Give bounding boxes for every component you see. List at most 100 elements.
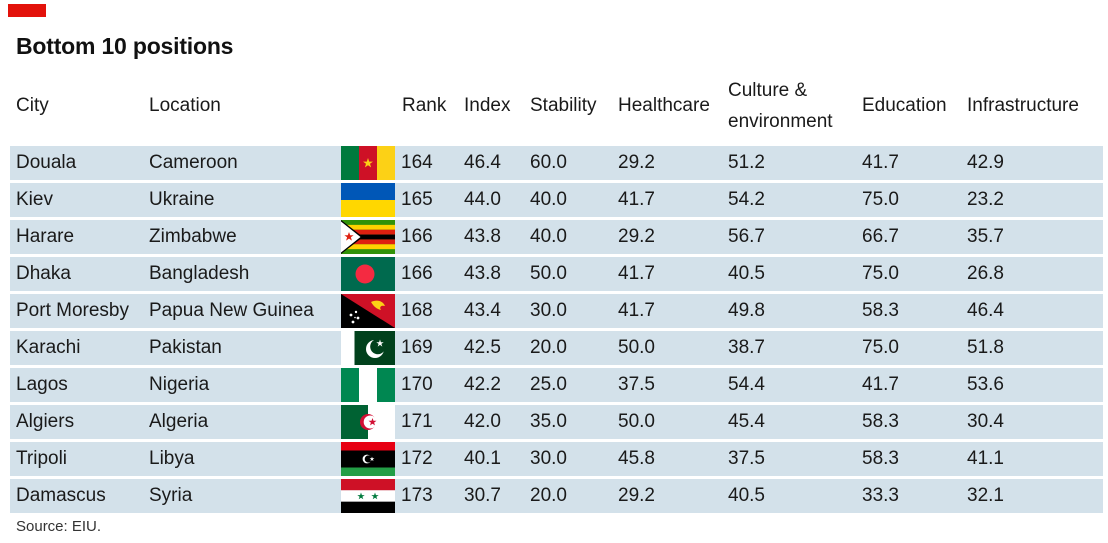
table-row xyxy=(10,368,1103,402)
cell-index: 42.0 xyxy=(464,411,501,432)
cell-culture-environment: 38.7 xyxy=(728,337,765,358)
syria-flag xyxy=(341,479,395,513)
cell-index: 43.4 xyxy=(464,300,501,321)
nigeria-flag xyxy=(341,368,395,402)
cell-rank: 170 xyxy=(401,374,433,395)
header-culture-line2: environment xyxy=(728,111,833,132)
cell-rank: 166 xyxy=(401,226,433,247)
cell-city: Damascus xyxy=(16,485,106,506)
cell-rank: 173 xyxy=(401,485,433,506)
header-infrastructure: Infrastructure xyxy=(967,95,1079,116)
cell-culture-environment: 49.8 xyxy=(728,300,765,321)
cell-location: Algeria xyxy=(149,411,209,432)
cell-city: Port Moresby xyxy=(16,300,129,321)
cell-city: Dhaka xyxy=(16,263,71,284)
cell-education: 41.7 xyxy=(862,152,899,173)
cell-healthcare: 41.7 xyxy=(618,300,655,321)
cell-infrastructure: 35.7 xyxy=(967,226,1004,247)
cell-location: Zimbabwe xyxy=(149,226,237,247)
cameroon-flag xyxy=(341,146,395,180)
cell-education: 58.3 xyxy=(862,411,899,432)
cell-stability: 50.0 xyxy=(530,263,567,284)
cell-index: 30.7 xyxy=(464,485,501,506)
cell-healthcare: 29.2 xyxy=(618,226,655,247)
cell-culture-environment: 45.4 xyxy=(728,411,765,432)
cell-healthcare: 45.8 xyxy=(618,448,655,469)
cell-culture-environment: 56.7 xyxy=(728,226,765,247)
cell-stability: 40.0 xyxy=(530,189,567,210)
cell-culture-environment: 54.2 xyxy=(728,189,765,210)
cell-rank: 164 xyxy=(401,152,433,173)
cell-infrastructure: 42.9 xyxy=(967,152,1004,173)
cell-healthcare: 50.0 xyxy=(618,337,655,358)
cell-infrastructure: 53.6 xyxy=(967,374,1004,395)
cell-location: Papua New Guinea xyxy=(149,300,314,321)
cell-city: Tripoli xyxy=(16,448,68,469)
accent-bar xyxy=(8,4,46,17)
cell-stability: 30.0 xyxy=(530,300,567,321)
chart-title: Bottom 10 positions xyxy=(16,33,234,59)
cell-infrastructure: 26.8 xyxy=(967,263,1004,284)
cell-index: 44.0 xyxy=(464,189,501,210)
cell-rank: 168 xyxy=(401,300,433,321)
cell-city: Algiers xyxy=(16,411,75,432)
cell-index: 43.8 xyxy=(464,226,501,247)
cell-city: Karachi xyxy=(16,337,81,358)
cell-infrastructure: 32.1 xyxy=(967,485,1004,506)
table-row xyxy=(10,405,1103,439)
cell-education: 75.0 xyxy=(862,337,899,358)
table-row xyxy=(10,331,1103,365)
table-row xyxy=(10,294,1103,328)
table-row xyxy=(10,220,1103,254)
header-education: Education xyxy=(862,95,947,116)
cell-healthcare: 29.2 xyxy=(618,152,655,173)
cell-healthcare: 41.7 xyxy=(618,263,655,284)
cell-healthcare: 50.0 xyxy=(618,411,655,432)
cell-education: 66.7 xyxy=(862,226,899,247)
cell-education: 58.3 xyxy=(862,448,899,469)
cell-rank: 165 xyxy=(401,189,433,210)
header-location: Location xyxy=(149,95,221,116)
cell-stability: 20.0 xyxy=(530,337,567,358)
papua-new-guinea-flag xyxy=(341,294,395,328)
ukraine-flag xyxy=(341,183,395,217)
header-city: City xyxy=(16,95,49,116)
source-note: Source: EIU. xyxy=(16,518,102,535)
cell-city: Kiev xyxy=(16,189,53,210)
cell-infrastructure: 41.1 xyxy=(967,448,1004,469)
cell-culture-environment: 40.5 xyxy=(728,485,765,506)
cell-location: Nigeria xyxy=(149,374,210,395)
pakistan-flag xyxy=(341,331,395,365)
cell-stability: 25.0 xyxy=(530,374,567,395)
cell-education: 75.0 xyxy=(862,189,899,210)
cell-culture-environment: 51.2 xyxy=(728,152,765,173)
table-row xyxy=(10,257,1103,291)
cell-healthcare: 29.2 xyxy=(618,485,655,506)
cell-city: Lagos xyxy=(16,374,68,395)
zimbabwe-flag xyxy=(341,220,395,254)
cell-stability: 20.0 xyxy=(530,485,567,506)
libya-flag xyxy=(341,442,395,476)
cell-culture-environment: 40.5 xyxy=(728,263,765,284)
cell-index: 42.2 xyxy=(464,374,501,395)
cell-education: 41.7 xyxy=(862,374,899,395)
cell-rank: 169 xyxy=(401,337,433,358)
cell-index: 46.4 xyxy=(464,152,501,173)
cell-location: Libya xyxy=(149,448,195,469)
cell-education: 33.3 xyxy=(862,485,899,506)
cell-location: Ukraine xyxy=(149,189,215,210)
table-row xyxy=(10,146,1103,180)
cell-culture-environment: 54.4 xyxy=(728,374,765,395)
header-rank: Rank xyxy=(402,95,447,116)
cell-stability: 40.0 xyxy=(530,226,567,247)
algeria-flag xyxy=(341,405,395,439)
header-culture-line1: Culture & xyxy=(728,80,808,101)
table-row xyxy=(10,479,1103,513)
cell-location: Cameroon xyxy=(149,152,238,173)
header-stability: Stability xyxy=(530,95,597,116)
bangladesh-flag xyxy=(341,257,395,291)
cell-index: 40.1 xyxy=(464,448,501,469)
cell-infrastructure: 46.4 xyxy=(967,300,1004,321)
cell-education: 58.3 xyxy=(862,300,899,321)
cell-infrastructure: 30.4 xyxy=(967,411,1004,432)
